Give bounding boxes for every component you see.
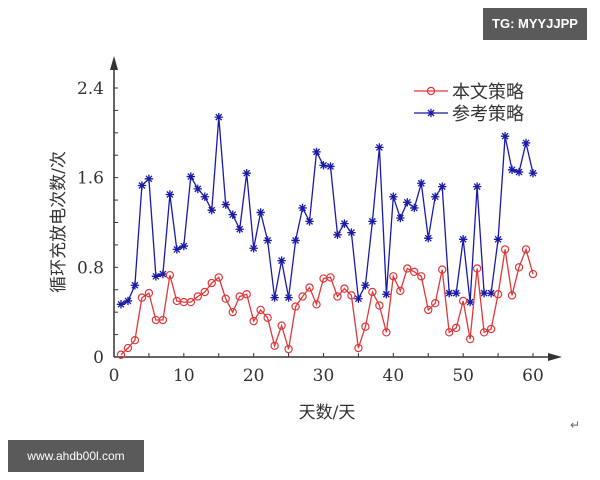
- legend-item-ours: 本文策略: [414, 82, 524, 103]
- axes: 0 0.8 1.6 2.4 0 10 20 30 40 50 60: [77, 56, 562, 386]
- x-tick-label: 10: [173, 366, 195, 386]
- legend-item-reference: 参考策略: [414, 104, 524, 125]
- x-tick-label: 20: [243, 366, 265, 386]
- watermark-bottom-left: www.ahdb00l.com: [8, 440, 144, 472]
- series-reference: [116, 112, 538, 309]
- series-ours: [116, 245, 538, 359]
- y-tick-label: 0: [93, 348, 104, 368]
- return-icon: ↵: [570, 418, 581, 432]
- y-axis-label: 循环充放电次数/次: [49, 151, 69, 293]
- legend-label: 参考策略: [452, 104, 524, 125]
- y-tick-label: 2.4: [77, 79, 104, 99]
- x-tick-label: 30: [313, 366, 335, 386]
- legend-label: 本文策略: [452, 82, 524, 103]
- watermark-top-right: TG: MYYJJPP: [483, 8, 587, 40]
- y-axis-arrow-icon: [110, 56, 118, 70]
- x-tick-label: 50: [452, 366, 474, 386]
- x-tick-label: 0: [109, 366, 120, 386]
- x-tick-label: 40: [383, 366, 405, 386]
- x-tick-label: 60: [522, 366, 544, 386]
- series-layer: [116, 112, 538, 359]
- y-tick-label: 1.6: [77, 169, 104, 189]
- x-axis-arrow-icon: [548, 353, 562, 361]
- x-axis-label: 天数/天: [299, 403, 356, 423]
- y-tick-label: 0.8: [77, 258, 104, 278]
